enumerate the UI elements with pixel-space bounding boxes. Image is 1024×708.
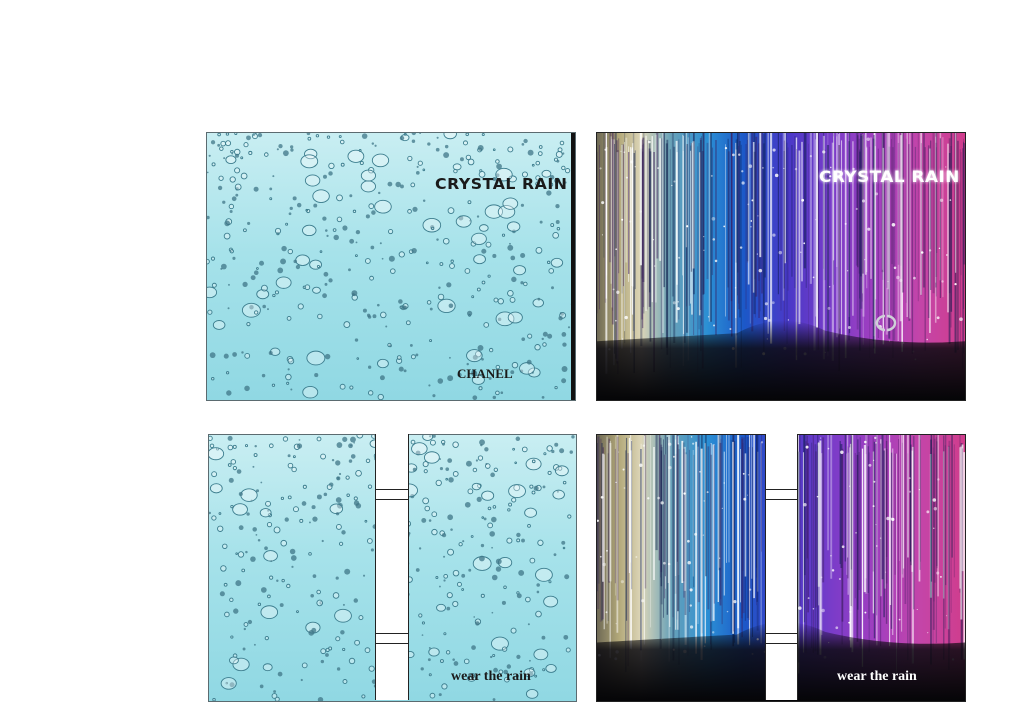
wear-the-rain-tagline-light: wear the rain <box>837 669 917 684</box>
panel-rain-top: CRYSTAL RAIN <box>596 132 966 401</box>
crystal-rain-title: CRYSTAL RAIN <box>435 175 568 193</box>
crystal-rain-title-light: CRYSTAL RAIN <box>819 167 960 186</box>
wear-the-rain-tagline: wear the rain <box>451 669 531 684</box>
panel-water-top: CRYSTAL RAIN CHANEL <box>206 132 576 401</box>
chanel-brand-text: CHANEL <box>457 366 513 381</box>
spine-strip-left <box>375 434 409 700</box>
water-bubbles-graphic <box>207 133 575 400</box>
panel-edge-shadow <box>571 133 575 400</box>
chanel-cc-logo <box>869 311 903 335</box>
spine-strip-right <box>765 434 798 700</box>
rain-streaks-graphic <box>597 133 965 400</box>
cc-logo-icon <box>875 314 897 332</box>
